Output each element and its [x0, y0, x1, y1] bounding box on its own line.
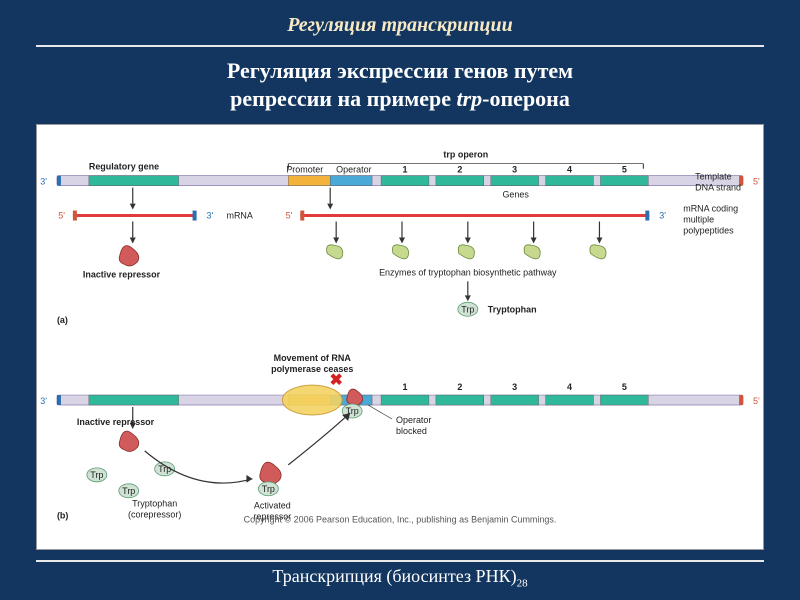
svg-text:TemplateDNA strand: TemplateDNA strand: [695, 172, 741, 193]
svg-text:Operator: Operator: [336, 165, 371, 175]
svg-text:3: 3: [512, 382, 517, 392]
slide-header: Регуляция транскрипции: [0, 0, 800, 45]
svg-text:Inactive repressor: Inactive repressor: [83, 269, 161, 279]
page-number: 28: [517, 578, 528, 590]
slide-title: Регуляция экспрессии генов путем репресс…: [0, 47, 800, 120]
svg-text:Movement of RNApolymerase ceas: Movement of RNApolymerase ceases: [271, 353, 353, 374]
diagram-svg: 3' 5' Regulatory gene trp operon Promoter Ope…: [37, 125, 763, 549]
svg-text:✖: ✖: [329, 372, 342, 389]
footer-text: Транскрипция (биосинтез РНК): [272, 566, 516, 586]
svg-text:5: 5: [622, 165, 627, 175]
svg-text:mRNA: mRNA: [226, 211, 252, 221]
title-line2a: репрессии на примере: [230, 86, 456, 111]
svg-text:4: 4: [567, 382, 572, 392]
svg-text:5': 5': [286, 211, 293, 221]
svg-text:Trp: Trp: [262, 484, 275, 494]
svg-text:3': 3': [659, 211, 666, 221]
svg-text:5: 5: [622, 382, 627, 392]
svg-text:Copyright © 2006 Pearson Educa: Copyright © 2006 Pearson Education, Inc.…: [244, 515, 557, 525]
svg-text:2: 2: [457, 165, 462, 175]
svg-text:1: 1: [402, 382, 407, 392]
title-line1: Регуляция экспрессии генов путем: [227, 58, 573, 83]
svg-text:Tryptophan: Tryptophan: [488, 304, 537, 314]
svg-text:(b): (b): [57, 511, 68, 521]
diagram-figure: 3' 5' Regulatory gene trp operon Promoter Ope…: [36, 124, 764, 550]
svg-text:3': 3': [207, 211, 214, 221]
svg-text:1: 1: [402, 165, 407, 175]
svg-text:mRNA codingmultiplepolypeptide: mRNA codingmultiplepolypeptides: [683, 204, 738, 236]
svg-text:Trp: Trp: [461, 304, 474, 314]
svg-text:(a): (a): [57, 315, 68, 325]
svg-text:4: 4: [567, 165, 572, 175]
svg-text:Trp: Trp: [122, 486, 135, 496]
svg-text:Inactive repressor: Inactive repressor: [77, 417, 155, 427]
svg-text:Genes: Genes: [502, 190, 529, 200]
svg-text:Promoter: Promoter: [286, 165, 323, 175]
title-line2c: -оперона: [482, 86, 570, 111]
svg-text:5': 5': [753, 396, 760, 406]
svg-text:Trp: Trp: [90, 470, 103, 480]
svg-text:trp operon: trp operon: [443, 150, 488, 160]
svg-text:3: 3: [512, 165, 517, 175]
svg-text:2: 2: [457, 382, 462, 392]
svg-text:Regulatory gene: Regulatory gene: [89, 162, 159, 172]
svg-text:3': 3': [40, 177, 47, 187]
svg-text:Enzymes of tryptophan biosynth: Enzymes of tryptophan biosynthetic pathw…: [379, 267, 557, 277]
svg-text:5': 5': [753, 177, 760, 187]
svg-text:5': 5': [58, 211, 65, 221]
svg-text:Tryptophan(corepressor): Tryptophan(corepressor): [128, 499, 181, 520]
svg-text:Operatorblocked: Operatorblocked: [396, 415, 431, 436]
title-trp: trp: [456, 86, 482, 111]
slide-footer: Транскрипция (биосинтез РНК)28: [0, 562, 800, 600]
svg-text:3': 3': [40, 396, 47, 406]
